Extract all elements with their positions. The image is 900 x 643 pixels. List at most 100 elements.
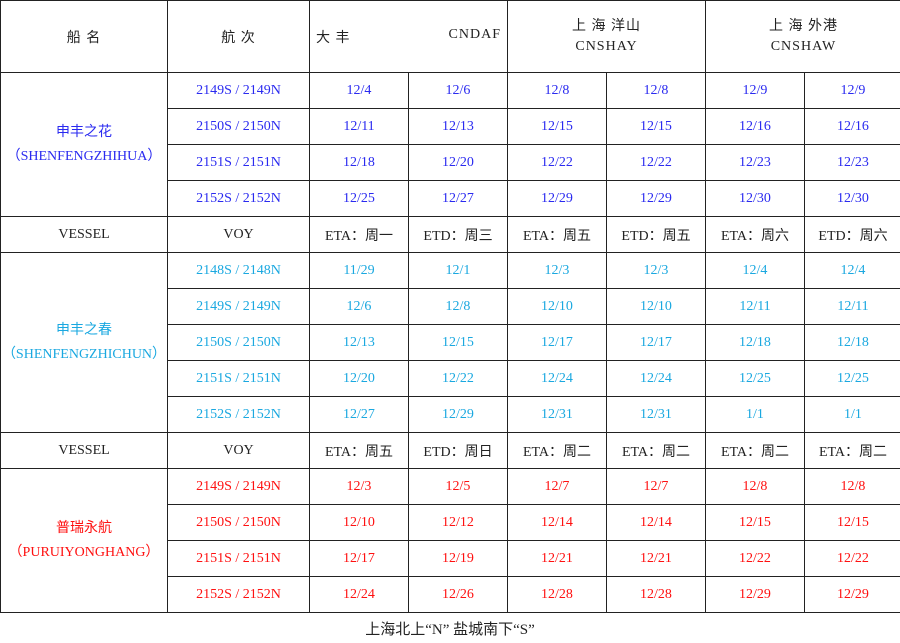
eta-etd-label: ETA：周二 bbox=[804, 432, 900, 469]
date-cell: 12/30 bbox=[705, 180, 805, 217]
date-cell: 12/8 bbox=[705, 468, 805, 505]
date-cell: 12/25 bbox=[804, 360, 900, 397]
date-cell: 12/23 bbox=[705, 144, 805, 181]
eta-etd-label: ETA：周二 bbox=[705, 432, 805, 469]
eta-etd-label: ETA：周五 bbox=[309, 432, 409, 469]
date-cell: 12/9 bbox=[705, 72, 805, 109]
eta-etd-label: ETD：周三 bbox=[408, 216, 508, 253]
yangshan-name: 上 海 洋山 bbox=[572, 18, 641, 34]
date-cell: 12/22 bbox=[804, 540, 900, 577]
label-row: VESSEL VOY ETA：周五 ETD：周日 ETA：周二 ETA：周二 ETA：周二 E… bbox=[0, 432, 900, 469]
date-cell: 12/29 bbox=[408, 396, 508, 433]
eta-etd-label: ETD：周日 bbox=[408, 432, 508, 469]
voyage-cell: 2151S / 2151N bbox=[167, 540, 310, 577]
table-row: 申丰之春 （SHENFENGZHICHUN） 2148S / 2148N 11/29 1… bbox=[0, 252, 900, 433]
table-row: 2150S / 2150N 12/11 12/13 12/15 12/15 12/16 12… bbox=[1, 108, 900, 145]
date-cell: 12/7 bbox=[507, 468, 607, 505]
date-cell: 12/21 bbox=[507, 540, 607, 577]
eta-etd-label: ETA：周五 bbox=[507, 216, 607, 253]
date-cell: 12/4 bbox=[309, 72, 409, 109]
eta-etd-label: ETA：周二 bbox=[606, 432, 706, 469]
date-cell: 12/13 bbox=[408, 108, 508, 145]
voyage-cell: 2151S / 2151N bbox=[167, 144, 310, 181]
date-cell: 12/29 bbox=[507, 180, 607, 217]
date-cell: 12/22 bbox=[606, 144, 706, 181]
date-cell: 12/8 bbox=[507, 72, 607, 109]
header-waigang: 上 海 外港 CNSHAW bbox=[705, 0, 900, 73]
voyage-cell: 2152S / 2152N bbox=[167, 396, 310, 433]
date-cell: 12/15 bbox=[705, 504, 805, 541]
date-cell: 12/25 bbox=[705, 360, 805, 397]
voyage-cell: 2149S / 2149N bbox=[167, 468, 310, 505]
date-cell: 12/15 bbox=[804, 504, 900, 541]
waigang-code: CNSHAW bbox=[770, 38, 837, 54]
vessel-name-en: （SHENFENGZHIHUA） bbox=[6, 148, 162, 164]
date-cell: 12/6 bbox=[309, 288, 409, 325]
date-cell: 11/29 bbox=[309, 252, 409, 289]
date-cell: 12/29 bbox=[705, 576, 805, 613]
voyage-cell: 2152S / 2152N bbox=[167, 576, 310, 613]
date-cell: 12/3 bbox=[606, 252, 706, 289]
date-cell: 12/15 bbox=[606, 108, 706, 145]
vessel-name: 普瑞永航 bbox=[56, 520, 112, 536]
date-cell: 12/8 bbox=[408, 288, 508, 325]
date-cell: 12/6 bbox=[408, 72, 508, 109]
vessel-name-cell: 申丰之花 （SHENFENGZHIHUA） bbox=[0, 72, 168, 217]
date-cell: 12/16 bbox=[804, 108, 900, 145]
voyage-cell: 2149S / 2149N bbox=[167, 288, 310, 325]
date-cell: 12/3 bbox=[309, 468, 409, 505]
date-cell: 12/22 bbox=[507, 144, 607, 181]
date-cell: 12/30 bbox=[804, 180, 900, 217]
date-cell: 12/14 bbox=[507, 504, 607, 541]
date-cell: 12/21 bbox=[606, 540, 706, 577]
dafeng-name: 大 丰 bbox=[316, 30, 351, 46]
date-cell: 12/31 bbox=[507, 396, 607, 433]
table-row: 2151S / 2151N 12/20 12/22 12/24 12/24 12/25 12… bbox=[1, 360, 900, 397]
voyage-cell: 2150S / 2150N bbox=[167, 504, 310, 541]
date-cell: 12/8 bbox=[804, 468, 900, 505]
schedule-table: 船 名 航 次 大 丰 CNDAF 上 海 洋山 CNSHAY 上 海 外港 CNSH… bbox=[0, 0, 900, 613]
vessel-name-cell: 普瑞永航 （PURUIYONGHANG） bbox=[0, 468, 168, 613]
date-cell: 12/15 bbox=[408, 324, 508, 361]
table-row: 2152S / 2152N 12/24 12/26 12/28 12/28 12/29 12… bbox=[1, 576, 900, 613]
header-dafeng: 大 丰 CNDAF bbox=[309, 0, 508, 73]
date-cell: 12/18 bbox=[705, 324, 805, 361]
date-cell: 12/22 bbox=[408, 360, 508, 397]
date-cell: 12/29 bbox=[606, 180, 706, 217]
vessel-name-en: （PURUIYONGHANG） bbox=[8, 544, 160, 560]
date-cell: 12/17 bbox=[309, 540, 409, 577]
table-row: 申丰之花 （SHENFENGZHIHUA） 2149S / 2149N 12/4 12/… bbox=[0, 72, 900, 217]
date-cell: 12/16 bbox=[705, 108, 805, 145]
eta-etd-label: ETA：周一 bbox=[309, 216, 409, 253]
waigang-name: 上 海 外港 bbox=[769, 18, 838, 34]
vessel-label: VESSEL bbox=[0, 432, 168, 469]
date-cell: 12/24 bbox=[309, 576, 409, 613]
date-cell: 12/25 bbox=[309, 180, 409, 217]
date-cell: 12/11 bbox=[309, 108, 409, 145]
eta-etd-label: ETD：周五 bbox=[606, 216, 706, 253]
voyage-cell: 2151S / 2151N bbox=[167, 360, 310, 397]
date-cell: 12/17 bbox=[606, 324, 706, 361]
date-cell: 12/20 bbox=[408, 144, 508, 181]
date-cell: 12/3 bbox=[507, 252, 607, 289]
date-cell: 12/18 bbox=[804, 324, 900, 361]
date-cell: 12/24 bbox=[606, 360, 706, 397]
eta-etd-label: ETA：周六 bbox=[705, 216, 805, 253]
date-cell: 12/26 bbox=[408, 576, 508, 613]
vessel-name: 申丰之花 bbox=[56, 124, 112, 140]
date-cell: 12/14 bbox=[606, 504, 706, 541]
header-row: 船 名 航 次 大 丰 CNDAF 上 海 洋山 CNSHAY 上 海 外港 CNSH… bbox=[0, 0, 900, 73]
date-cell: 12/23 bbox=[804, 144, 900, 181]
date-cell: 12/10 bbox=[309, 504, 409, 541]
table-row: 2151S / 2151N 12/17 12/19 12/21 12/21 12/22 12… bbox=[1, 540, 900, 577]
date-cell: 12/28 bbox=[606, 576, 706, 613]
date-cell: 12/7 bbox=[606, 468, 706, 505]
footer-note: 上海北上“N” 盐城南下“S” bbox=[365, 622, 535, 638]
eta-etd-label: ETD：周六 bbox=[804, 216, 900, 253]
header-yangshan: 上 海 洋山 CNSHAY bbox=[507, 0, 706, 73]
date-cell: 12/27 bbox=[309, 396, 409, 433]
voyage-cell: 2150S / 2150N bbox=[167, 324, 310, 361]
voy-label: VOY bbox=[167, 432, 310, 469]
date-cell: 12/29 bbox=[804, 576, 900, 613]
date-cell: 12/4 bbox=[804, 252, 900, 289]
